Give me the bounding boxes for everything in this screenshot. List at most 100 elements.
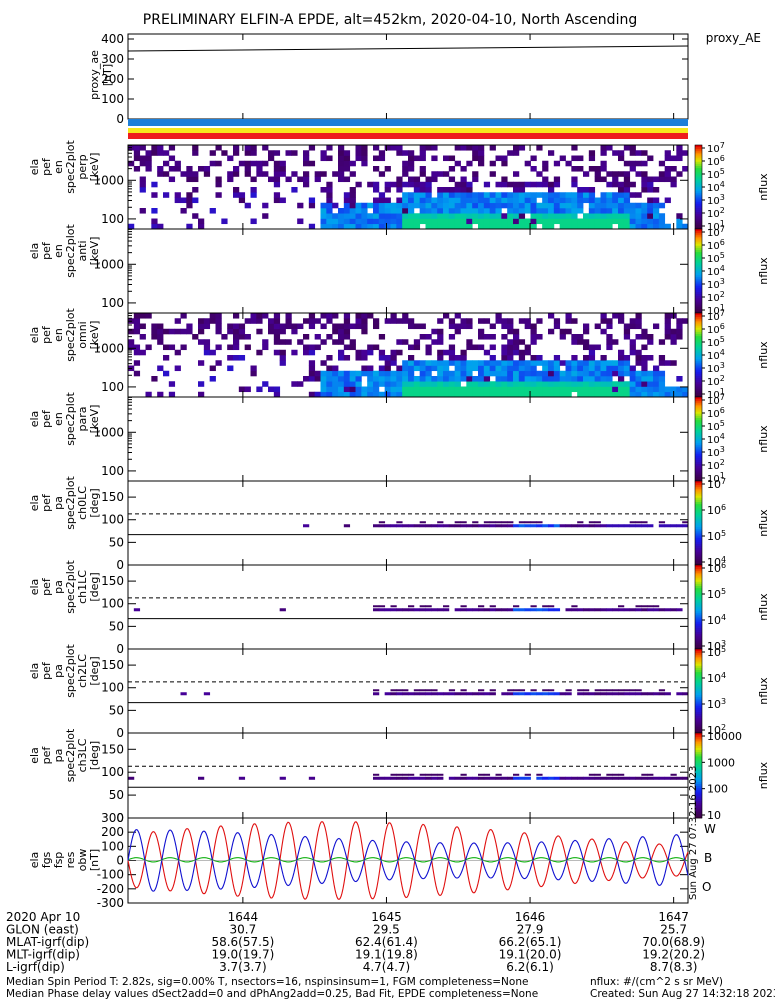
pitch-tick-label: 150 — [101, 490, 124, 504]
energy-tick-label: 100 — [101, 380, 124, 394]
time-ticks — [242, 34, 675, 903]
panel-spec-anti: 1000 100 elapefenspec2plotanti[keV] — [28, 224, 689, 314]
pitch-tick-label: 100 — [101, 513, 124, 527]
colorbar-tick-label: 105 — [707, 251, 725, 265]
colorbar-tick-label: 106 — [707, 503, 726, 517]
x-row-value: 1647 — [658, 910, 689, 924]
colorbar-label: nflux — [757, 173, 770, 201]
x-row-value: 19.1(19.8) — [355, 948, 418, 962]
colorbar-tick-label: 106 — [707, 406, 725, 420]
energy-tick-label: 100 — [101, 296, 124, 310]
footer-line-2: Median Phase delay values dSect2add=0 an… — [6, 988, 538, 1000]
colorbar-tick-label: 102 — [707, 206, 725, 220]
x-row-value: 30.7 — [230, 923, 257, 937]
colorbar-tick-label: 102 — [707, 458, 725, 472]
status-bar-blue — [128, 119, 688, 126]
colorbar-tick-label: 103 — [707, 193, 725, 207]
x-row-label: GLON (east) — [6, 923, 79, 937]
colorbar-tick-label: 104 — [707, 613, 726, 627]
colorbar-tick-label: 102 — [707, 290, 725, 304]
fgs-tick-label: -300 — [97, 896, 124, 910]
colorbar-tick-label: 105 — [707, 419, 725, 433]
status-bar-yellow — [128, 128, 688, 133]
colorbar-tick-label: 103 — [707, 445, 725, 459]
pitch-tick-label: 0 — [116, 558, 124, 572]
colorbar-tick-label: 1000 — [707, 756, 735, 769]
x-row-value: 19.0(19.7) — [211, 948, 274, 962]
spec-perp-heatmap — [128, 145, 689, 230]
fgs-tick-label: -200 — [97, 882, 124, 896]
proxy-ae-ylabel: proxy_ae[nT] — [88, 50, 114, 100]
energy-tick-label: 100 — [101, 464, 124, 478]
pa-ch2-heatmap — [180, 689, 689, 696]
colorbar-tick-label: 103 — [707, 277, 725, 291]
pa-ch0-ylabel: elapefpaspec2plotch0LC[deg] — [28, 476, 101, 530]
proxy-legend-label: proxy_AE — [706, 31, 761, 45]
colorbar-tick-label: 107 — [707, 393, 725, 407]
colorbar-tick-label: 102 — [707, 374, 725, 388]
colorbar-tick-label: 106 — [707, 561, 726, 575]
x-row-value: 70.0(68.9) — [642, 935, 705, 949]
colorbar-label: nflux — [757, 341, 770, 369]
pa-ch3-ylabel: elapefpaspec2plotch3LC[deg] — [28, 728, 101, 782]
colorbar-tick-label: 106 — [707, 322, 725, 336]
pitch-tick-label: 50 — [109, 535, 124, 549]
spec-omni-heatmap — [128, 313, 689, 398]
pitch-tick-label: 0 — [116, 726, 124, 740]
colorbar-tick-label: 103 — [707, 697, 726, 711]
energy-tick-label: 1000 — [93, 257, 124, 271]
x-row-value: 1646 — [515, 910, 546, 924]
proxy-ae-tick-label: 300 — [101, 52, 124, 66]
colorbar-label: nflux — [757, 761, 770, 789]
status-bars — [128, 119, 688, 139]
x-row-value: 25.7 — [660, 923, 687, 937]
x-axis-annotations: 2020 Apr 10 1644 1645 1646 1647 GLON (east) 30… — [6, 910, 705, 974]
x-row-value: 1645 — [371, 910, 402, 924]
pitch-tick-label: 150 — [101, 574, 124, 588]
colorbar-tick-label: 103 — [707, 361, 725, 375]
panel-pa-ch3: 150 100 50 0 elapefpaspec2plotch3LC[deg] — [28, 728, 689, 825]
footer-line-1: Median Spin Period T: 2.82s, sig=0.00% T… — [6, 976, 528, 988]
x-row-value: 19.2(20.2) — [642, 948, 705, 962]
pa-ch1-ylabel: elapefpaspec2plotch1LC[deg] — [28, 560, 101, 614]
colorbar-tick-label: 10 — [707, 809, 721, 822]
proxy-ae-tick-label: 100 — [101, 92, 124, 106]
fgs-tick-label: 0 — [116, 854, 124, 868]
x-row-value: 8.7(8.3) — [650, 960, 698, 974]
colorbar-tick-label: 104 — [707, 432, 725, 446]
panel-spec-perp: 1000 100 elapefenspec2plotperp[keV] — [28, 140, 689, 230]
spec-para-ylabel: elapefenspec2plotpara[keV] — [28, 392, 101, 446]
pa-ch2-ylabel: elapefpaspec2plotch2LC[deg] — [28, 644, 101, 698]
x-row-value: 62.4(61.4) — [355, 935, 418, 949]
fgs-tick-label: -100 — [97, 868, 124, 882]
x-row-value: 3.7(3.7) — [219, 960, 267, 974]
colorbar-tick-label: 100 — [707, 783, 728, 796]
pitch-tick-label: 100 — [101, 597, 124, 611]
x-row-value: 27.9 — [517, 923, 544, 937]
pitch-tick-label: 0 — [116, 811, 124, 825]
energy-tick-label: 1000 — [93, 425, 124, 439]
energy-tick-label: 1000 — [93, 173, 124, 187]
proxy-ae-tick-label: 200 — [101, 72, 124, 86]
series-label-b: B — [704, 851, 712, 865]
footer-right-1: nflux: #/(cm^2 s sr MeV) — [590, 976, 723, 988]
pitch-tick-label: 100 — [101, 681, 124, 695]
colorbar-tick-label: 105 — [707, 529, 726, 543]
x-row-label: MLAT-igrf(dip) — [6, 935, 89, 949]
proxy-ae-tick-label: 0 — [116, 112, 124, 126]
colorbar-tick-label: 105 — [707, 335, 725, 349]
x-row-value: 29.5 — [373, 923, 400, 937]
colorbar-tick-label: 107 — [707, 477, 726, 491]
x-row-value: 66.2(65.1) — [499, 935, 562, 949]
colorbar-label: nflux — [757, 593, 770, 621]
x-row-label: L-igrf(dip) — [6, 960, 65, 974]
x-row-label: 2020 Apr 10 — [6, 910, 80, 924]
colorbar-tick-label: 107 — [707, 141, 725, 155]
colorbar-tick-label: 105 — [707, 167, 725, 181]
series-label-o: O — [702, 880, 711, 894]
colorbar-tick-label: 104 — [707, 180, 725, 194]
